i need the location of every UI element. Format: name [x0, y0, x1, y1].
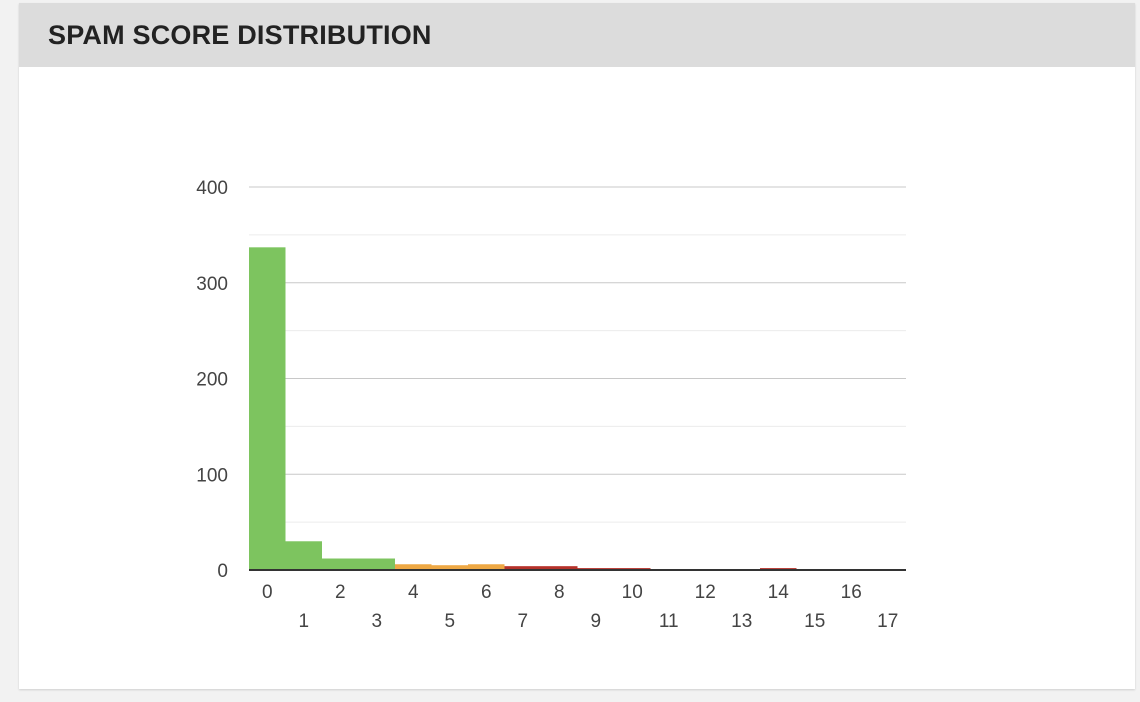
x-tick-label: 11: [659, 611, 679, 632]
x-tick-label: 14: [768, 582, 790, 603]
x-tick-label: 13: [731, 611, 752, 632]
x-tick-label: 9: [590, 611, 601, 632]
x-tick-label: 6: [481, 582, 492, 603]
x-tick-label: 17: [877, 611, 898, 632]
y-tick-label: 300: [196, 274, 228, 295]
x-tick-label: 2: [335, 582, 346, 603]
x-tick-label: 3: [371, 611, 382, 632]
x-tick-label: 7: [517, 611, 528, 632]
x-tick-label: 0: [262, 582, 273, 603]
y-tick-label: 100: [196, 465, 228, 486]
bar-score-3: [358, 558, 395, 570]
x-tick-label: 4: [408, 582, 419, 603]
x-tick-label: 15: [804, 611, 825, 632]
bar-score-6: [468, 564, 505, 570]
bar-score-0: [249, 247, 286, 570]
bar-score-4: [395, 564, 432, 570]
x-tick-label: 12: [695, 582, 716, 603]
x-tick-label: 16: [841, 582, 862, 603]
x-tick-label: 10: [622, 582, 643, 603]
x-tick-label: 8: [554, 582, 565, 603]
bar-score-7: [504, 566, 541, 570]
y-tick-label: 400: [196, 178, 228, 199]
bar-score-1: [285, 541, 322, 570]
panel-header: SPAM SCORE DISTRIBUTION: [19, 3, 1135, 67]
spam-score-panel: SPAM SCORE DISTRIBUTION 0 100 200 300 400 0 1 2…: [19, 3, 1135, 689]
x-tick-label: 5: [444, 611, 455, 632]
bar-score-2: [322, 558, 359, 570]
y-tick-label: 200: [196, 370, 228, 391]
y-tick-label: 0: [217, 561, 228, 582]
bar-score-8: [541, 566, 578, 570]
bar-score-5: [431, 565, 468, 570]
panel-title: SPAM SCORE DISTRIBUTION: [48, 19, 432, 50]
x-tick-label: 1: [298, 611, 309, 632]
